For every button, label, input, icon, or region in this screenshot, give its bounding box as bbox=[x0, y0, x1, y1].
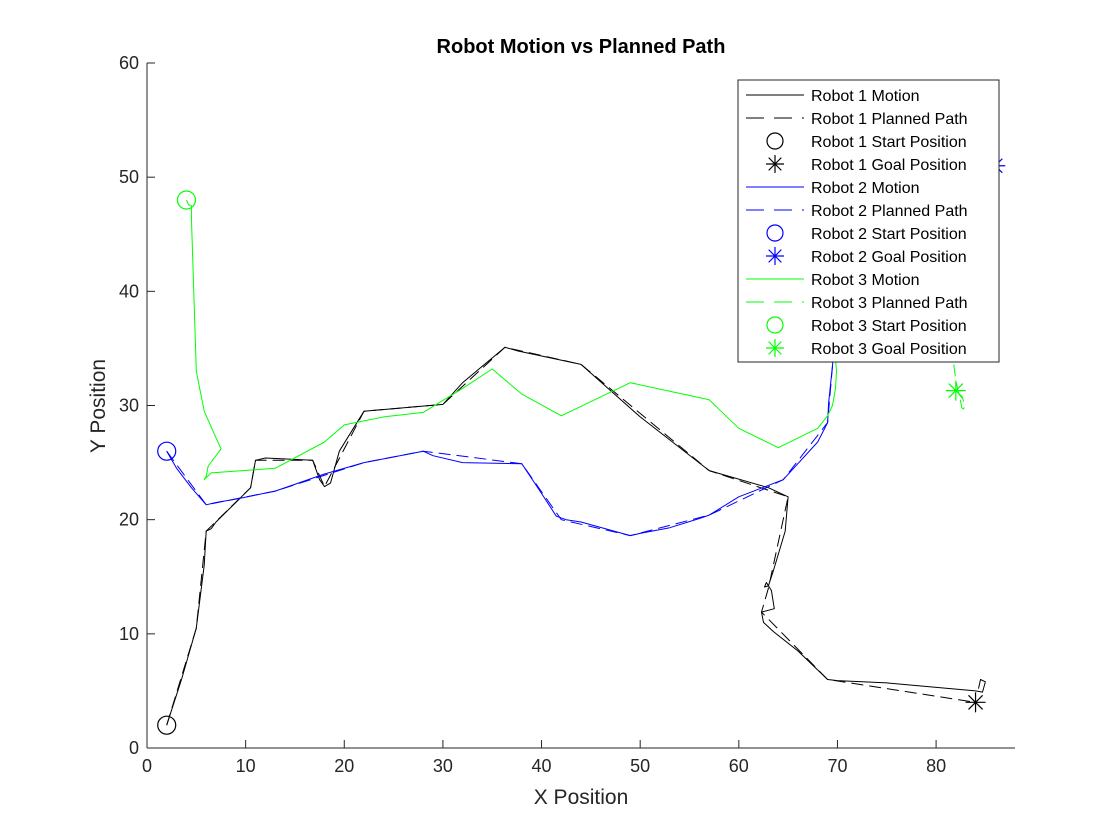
x-tick-label: 40 bbox=[532, 756, 552, 776]
legend-item-robot-1-motion: Robot 1 Motion bbox=[746, 88, 920, 105]
legend-label: Robot 2 Start Position bbox=[811, 226, 967, 243]
legend-label: Robot 1 Goal Position bbox=[811, 157, 967, 174]
x-tick-label: 30 bbox=[433, 756, 453, 776]
legend-label: Robot 3 Goal Position bbox=[811, 341, 967, 358]
marker-robot-1-start-position bbox=[157, 715, 177, 735]
legend: Robot 1 Motion Robot 1 Planned Path Robot … bbox=[737, 79, 1000, 363]
y-tick-label: 50 bbox=[119, 167, 139, 187]
legend-item-robot-2-planned-path: Robot 2 Planned Path bbox=[746, 203, 968, 220]
legend-item-robot-1-goal-position: Robot 1 Goal Position bbox=[766, 155, 967, 174]
legend-label: Robot 1 Start Position bbox=[811, 134, 967, 151]
legend-swatch bbox=[766, 247, 784, 265]
legend-label: Robot 2 Motion bbox=[811, 180, 920, 197]
legend-label: Robot 3 Planned Path bbox=[811, 295, 968, 312]
legend-swatch bbox=[766, 224, 784, 242]
x-tick-label: 50 bbox=[630, 756, 650, 776]
x-tick-label: 70 bbox=[827, 756, 847, 776]
x-tick-label: 80 bbox=[926, 756, 946, 776]
series-robot-2-planned-path bbox=[166, 331, 836, 537]
legend-label: Robot 2 Goal Position bbox=[811, 249, 967, 266]
legend-box bbox=[737, 79, 1000, 363]
y-tick-label: 60 bbox=[119, 53, 139, 73]
legend-item-robot-3-motion: Robot 3 Motion bbox=[746, 272, 920, 289]
legend-label: Robot 1 Motion bbox=[811, 88, 920, 105]
y-axis-title: Y Position bbox=[87, 359, 110, 453]
legend-swatch bbox=[766, 132, 784, 150]
legend-item-robot-1-planned-path: Robot 1 Planned Path bbox=[746, 111, 968, 128]
series-layer bbox=[166, 199, 986, 726]
legend-swatch bbox=[766, 339, 784, 357]
legend-item-robot-2-start-position: Robot 2 Start Position bbox=[766, 224, 967, 243]
legend-item-robot-3-start-position: Robot 3 Start Position bbox=[766, 316, 967, 335]
series-robot-3-motion bbox=[186, 199, 837, 481]
legend-label: Robot 2 Planned Path bbox=[811, 203, 968, 220]
x-tick-label: 0 bbox=[142, 756, 152, 776]
legend-item-robot-3-planned-path: Robot 3 Planned Path bbox=[746, 295, 968, 312]
marker-robot-3-goal-position bbox=[945, 380, 966, 401]
x-tick-label: 10 bbox=[236, 756, 256, 776]
legend-swatch bbox=[766, 316, 784, 334]
marker-robot-1-goal-position bbox=[965, 692, 986, 713]
legend-swatch bbox=[766, 155, 784, 173]
x-axis-title: X Position bbox=[534, 786, 629, 809]
legend-item-robot-1-start-position: Robot 1 Start Position bbox=[766, 132, 967, 151]
y-tick-label: 0 bbox=[129, 738, 139, 758]
legend-item-robot-2-motion: Robot 2 Motion bbox=[746, 180, 920, 197]
x-ticks: 0 10 20 30 40 50 60 70 80 bbox=[142, 740, 946, 776]
marker-robot-3-start-position bbox=[176, 190, 197, 210]
y-tick-label: 20 bbox=[119, 510, 139, 530]
x-tick-label: 60 bbox=[729, 756, 749, 776]
y-tick-label: 30 bbox=[119, 396, 139, 416]
legend-label: Robot 3 Start Position bbox=[811, 318, 967, 335]
legend-label: Robot 3 Motion bbox=[811, 272, 920, 289]
legend-label: Robot 1 Planned Path bbox=[811, 111, 968, 128]
y-tick-label: 10 bbox=[119, 624, 139, 644]
y-ticks: 0 10 20 30 40 50 60 bbox=[119, 53, 155, 758]
x-tick-label: 20 bbox=[334, 756, 354, 776]
legend-item-robot-2-goal-position: Robot 2 Goal Position bbox=[766, 247, 967, 266]
series-robot-3-planned-path bbox=[953, 364, 966, 410]
legend-items: Robot 1 Motion Robot 1 Planned Path Robot … bbox=[746, 88, 968, 358]
y-tick-label: 40 bbox=[119, 281, 139, 301]
marker-robot-2-start-position bbox=[157, 441, 177, 461]
legend-item-robot-3-goal-position: Robot 3 Goal Position bbox=[766, 339, 967, 358]
series-robot-1-planned-path bbox=[166, 346, 976, 726]
chart-title: Robot Motion vs Planned Path bbox=[437, 36, 726, 58]
